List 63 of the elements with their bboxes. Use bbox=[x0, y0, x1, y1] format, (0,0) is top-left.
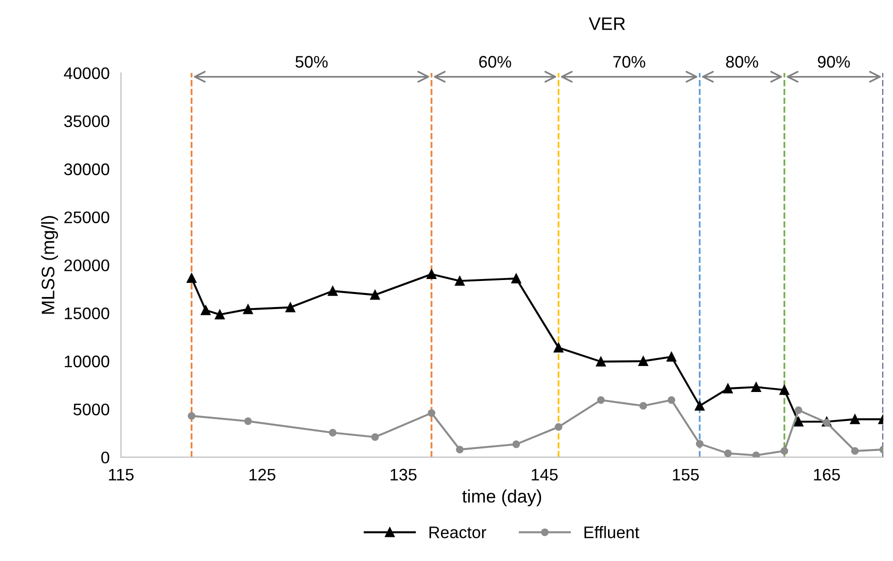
point bbox=[456, 446, 464, 454]
point bbox=[244, 417, 252, 426]
text: 70% bbox=[613, 56, 646, 68]
point bbox=[696, 440, 704, 448]
point bbox=[794, 406, 802, 414]
y-tick-label: 20000 bbox=[64, 259, 110, 272]
point bbox=[780, 385, 790, 395]
point bbox=[822, 418, 831, 426]
point bbox=[694, 400, 705, 411]
text: 80% bbox=[726, 56, 758, 68]
point bbox=[780, 447, 788, 455]
x-axis-title: time (day) bbox=[462, 489, 542, 506]
y-tick-label: 0 bbox=[101, 452, 110, 464]
point bbox=[328, 428, 337, 437]
legend-label: Reactor bbox=[430, 526, 486, 538]
point bbox=[186, 273, 196, 283]
y-axis-title: MLSS (mg/l) bbox=[41, 216, 58, 314]
x-tick-label: 145 bbox=[532, 468, 558, 481]
point bbox=[188, 412, 196, 420]
x-tick-label: 115 bbox=[108, 468, 134, 481]
y-tick-label: 30000 bbox=[64, 163, 110, 176]
point bbox=[554, 423, 562, 431]
point bbox=[243, 304, 253, 314]
point bbox=[751, 382, 762, 392]
point bbox=[638, 356, 648, 366]
y-tick-label: 5000 bbox=[73, 404, 110, 416]
x-tick-label: 165 bbox=[814, 468, 840, 481]
point bbox=[511, 274, 522, 284]
point bbox=[554, 342, 564, 353]
x-tick-label: 155 bbox=[672, 468, 699, 481]
point bbox=[668, 396, 676, 404]
text: 60% bbox=[479, 56, 512, 68]
x-tick-label: 135 bbox=[390, 468, 416, 481]
point bbox=[328, 286, 338, 296]
chart-title: VER bbox=[588, 17, 625, 30]
y-tick-label: 35000 bbox=[64, 115, 110, 128]
point bbox=[794, 416, 804, 427]
x-tick-label: 125 bbox=[250, 468, 276, 481]
point bbox=[724, 450, 732, 458]
text: 50% bbox=[296, 56, 328, 68]
point bbox=[723, 384, 733, 394]
point bbox=[666, 352, 676, 362]
point bbox=[454, 276, 465, 286]
point bbox=[371, 433, 379, 441]
text: 90% bbox=[818, 56, 850, 68]
point bbox=[426, 269, 436, 280]
point bbox=[596, 356, 606, 366]
point bbox=[639, 402, 648, 410]
point bbox=[370, 290, 380, 300]
point bbox=[428, 409, 436, 417]
point bbox=[851, 447, 859, 455]
legend-label: Effluent bbox=[584, 526, 640, 538]
point bbox=[214, 310, 225, 320]
y-tick-label: 25000 bbox=[64, 211, 110, 224]
point bbox=[286, 302, 296, 312]
y-tick-label: 40000 bbox=[64, 67, 110, 80]
point bbox=[850, 414, 860, 424]
y-tick-label: 15000 bbox=[64, 308, 110, 320]
point bbox=[512, 440, 520, 448]
y-tick-label: 10000 bbox=[64, 356, 110, 368]
point bbox=[597, 396, 605, 404]
point bbox=[200, 305, 211, 316]
point bbox=[752, 451, 760, 458]
